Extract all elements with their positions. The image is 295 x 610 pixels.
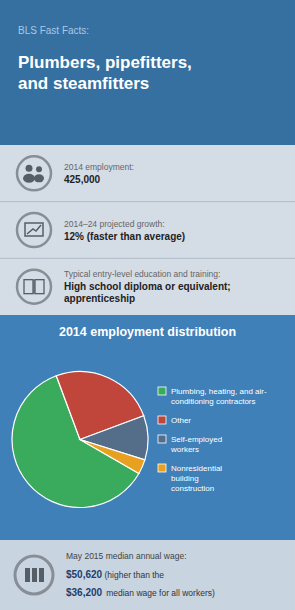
icon-ring	[17, 156, 51, 190]
facts-background	[0, 145, 295, 315]
icon-shape	[36, 166, 42, 172]
icon-shape	[24, 280, 33, 294]
fact-value: High school diploma or equivalent;appren…	[64, 281, 231, 304]
slice-label-line: Other	[171, 416, 191, 425]
icon-ring	[15, 556, 53, 594]
wage: May 2015 median annual wage: $50,620 (hig…	[0, 540, 295, 610]
slice-label-line: Plumbing, heating, and air-	[171, 387, 267, 396]
fact-value-line: High school diploma or equivalent;	[64, 281, 231, 292]
separator	[0, 258, 295, 259]
fact-label-line: 2014 employment:	[64, 162, 134, 172]
facts: 2014 employment: 425,000 2014–24 projected…	[0, 145, 295, 315]
fact-label: 2014 employment:	[64, 162, 134, 172]
fact-icon	[17, 156, 51, 190]
pie-title: 2014 employment distribution	[59, 325, 236, 339]
wage-background	[0, 540, 295, 610]
fact-value: 425,000	[64, 174, 101, 185]
header-title-line: Plumbers, pipefitters,	[18, 53, 192, 72]
fact-icon	[17, 270, 51, 304]
header-title: Plumbers, pipefitters, and steamfitters	[18, 53, 192, 93]
header-title-line: and steamfitters	[18, 74, 149, 93]
chart-container: BLS Fast Facts: Plumbers, pipefitters, and…	[0, 0, 295, 610]
fact-value-line: apprenticeship	[64, 293, 135, 304]
slice-label: Self-employedworkers	[170, 435, 222, 454]
icon-shape	[39, 568, 44, 582]
wage-value: $36,200	[66, 587, 103, 598]
icon-shape	[33, 280, 34, 294]
icon-shape	[35, 280, 44, 294]
wage-line: $36,200median wage for all workers)	[66, 587, 215, 598]
fact-value: 12% (faster than average)	[64, 231, 185, 242]
label-swatch	[158, 435, 166, 443]
wage-icon	[15, 556, 53, 594]
slice-labels: Plumbing, heating, and air-conditioning …	[158, 387, 267, 493]
icon-ring	[17, 213, 51, 247]
fact-label-line: 2014–24 projected growth:	[64, 219, 165, 229]
infographic: BLS Fast Facts: Plumbers, pipefitters, and…	[0, 0, 295, 610]
pie-section: 2014 employment distribution Plumbing, he…	[0, 315, 295, 540]
slice-label: Other	[171, 416, 191, 425]
fact-icon	[17, 213, 51, 247]
icon-shape	[27, 225, 41, 234]
wage-line: $50,620 (higher than the	[66, 569, 166, 580]
wage-value: $50,620	[66, 569, 103, 580]
fact-label: Typical entry-level education and traini…	[64, 269, 220, 279]
label-swatch	[158, 416, 166, 424]
slice-label: Nonresidentialbuildingconstruction	[171, 464, 222, 493]
icon-shape	[26, 165, 33, 172]
label-swatch	[158, 464, 166, 472]
icon-shape	[34, 174, 44, 182]
pie-background	[0, 315, 295, 540]
icon-shape	[23, 174, 35, 183]
slice-label-line: building	[171, 474, 199, 483]
slice-label-line: construction	[171, 484, 214, 493]
wage-text: median wage for all workers)	[106, 588, 215, 598]
icon-shape	[25, 223, 43, 236]
icon-shape	[32, 568, 37, 582]
header-prefix: BLS Fast Facts:	[18, 25, 89, 36]
header: BLS Fast Facts: Plumbers, pipefitters, and…	[0, 0, 295, 145]
separator	[0, 201, 295, 202]
pie-slice	[80, 440, 145, 474]
icon-shape	[25, 568, 30, 582]
slice-label-line: Nonresidential	[171, 464, 222, 473]
fact-label-line: Typical entry-level education and traini…	[64, 269, 220, 279]
header-background	[0, 0, 295, 145]
header-prefix-line: BLS Fast Facts:	[18, 25, 89, 36]
wage-label: May 2015 median annual wage:	[66, 551, 187, 561]
slice-label: Plumbing, heating, and air-conditioning …	[171, 387, 267, 406]
slice-label-line: conditioning contractors	[171, 397, 256, 406]
slice-label-line: Self-employed	[171, 435, 222, 444]
fact-label: 2014–24 projected growth:	[64, 219, 165, 229]
fact-value-line: 12% (faster than average)	[64, 231, 185, 242]
wage-label-line: May 2015 median annual wage:	[66, 551, 187, 561]
label-swatch	[158, 387, 166, 395]
fact-value-line: 425,000	[64, 174, 101, 185]
wage-text: (higher than the	[102, 570, 166, 580]
icon-ring	[17, 270, 51, 304]
pie-slices	[12, 372, 148, 508]
slice-label-line: workers	[170, 445, 199, 454]
